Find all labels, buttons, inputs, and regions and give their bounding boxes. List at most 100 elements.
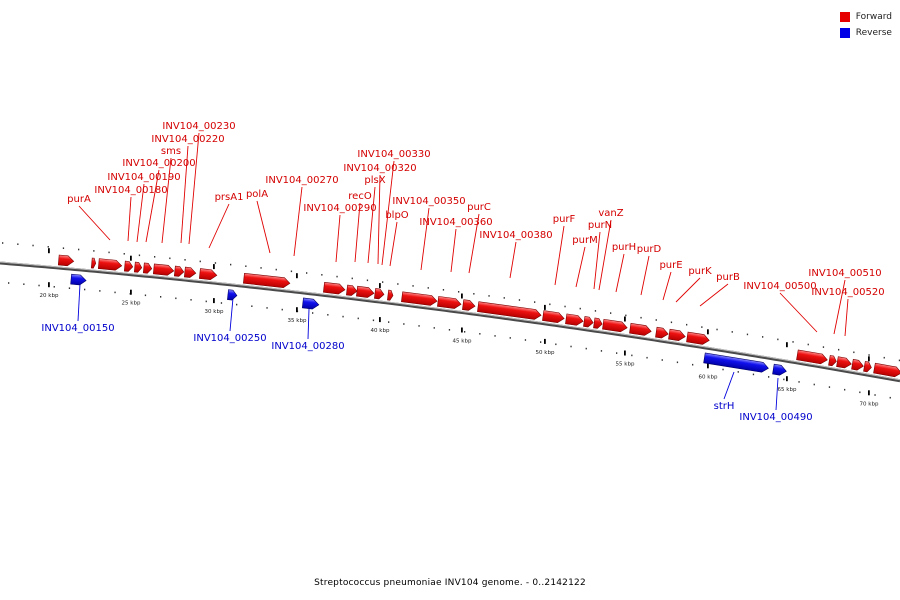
- forward-gene-label: INV104_00510: [808, 268, 881, 279]
- major-tick-lower: [461, 327, 463, 333]
- minor-tick-dot: [594, 310, 597, 312]
- major-tick-upper: [461, 293, 463, 299]
- leader-line: [354, 202, 361, 263]
- forward-gene-label: INV104_00270: [265, 175, 338, 186]
- minor-tick-dot: [403, 323, 405, 325]
- minor-tick-dot: [503, 297, 505, 299]
- reverse-gene-label: INV104_00150: [41, 323, 114, 334]
- forward-gene-arrow: [374, 288, 385, 300]
- minor-tick-dot: [701, 326, 703, 328]
- leader-line: [833, 279, 846, 335]
- leader-line: [554, 225, 565, 286]
- kbp-tick-label: 35 kbp: [288, 318, 307, 324]
- major-tick-lower: [868, 390, 870, 396]
- minor-tick-dot: [205, 300, 207, 303]
- forward-gene-label: purA: [67, 194, 91, 205]
- forward-gene-label: INV104_00230: [162, 121, 235, 132]
- minor-tick-dot: [327, 314, 329, 316]
- minor-tick-dot: [479, 333, 481, 335]
- minor-tick-dot: [281, 308, 283, 311]
- kbp-tick-label: 45 kbp: [453, 339, 472, 345]
- forward-gene-label: INV104_00380: [479, 230, 552, 241]
- minor-tick-dot: [640, 316, 642, 319]
- leader-line: [675, 277, 701, 303]
- minor-tick-dot: [798, 381, 800, 383]
- forward-gene-arrow: [90, 257, 97, 269]
- leader-line: [188, 132, 200, 245]
- leader-line: [640, 255, 650, 296]
- legend-reverse-label: Reverse: [855, 27, 892, 38]
- leader-line: [420, 207, 430, 271]
- reverse-gene-label: INV104_00490: [739, 412, 812, 423]
- reverse-gene-label: INV104_00280: [271, 341, 344, 352]
- minor-tick-dot: [47, 246, 49, 248]
- minor-tick-dot: [290, 270, 293, 273]
- minor-tick-dot: [62, 247, 65, 249]
- minor-tick-dot: [670, 321, 673, 324]
- forward-gene-label: blpO: [385, 210, 408, 221]
- leader-line: [293, 186, 303, 257]
- legend-forward-label: Forward: [855, 11, 892, 22]
- minor-tick-dot: [838, 348, 840, 351]
- minor-tick-dot: [260, 267, 262, 269]
- legend: Forward Reverse: [839, 9, 892, 41]
- minor-tick-dot: [898, 359, 900, 362]
- minor-tick-dot: [123, 253, 125, 255]
- major-tick-lower: [624, 350, 626, 356]
- legend-reverse: Reverse: [839, 25, 892, 40]
- minor-tick-dot: [549, 303, 551, 306]
- minor-tick-dot: [540, 341, 542, 343]
- kbp-tick-label: 65 kbp: [778, 387, 797, 393]
- minor-tick-dot: [266, 307, 268, 309]
- minor-tick-dot: [564, 305, 566, 308]
- minor-tick-dot: [175, 297, 177, 300]
- forward-gene-label: INV104_00520: [811, 287, 884, 298]
- forward-gene-label: purB: [716, 272, 740, 283]
- minor-tick-dot: [336, 275, 338, 278]
- leader-line: [180, 145, 189, 244]
- minor-tick-dot: [220, 302, 223, 304]
- forward-gene-arrow: [133, 261, 143, 273]
- forward-gene-label: purF: [553, 214, 576, 225]
- minor-tick-dot: [655, 319, 657, 321]
- forward-gene-arrow: [655, 326, 669, 339]
- forward-gene-label: purH: [612, 242, 636, 253]
- minor-tick-dot: [464, 331, 466, 333]
- reverse-swatch: [839, 27, 850, 38]
- major-tick-upper: [544, 304, 546, 310]
- forward-gene-label: INV104_00190: [107, 172, 180, 183]
- major-tick-lower: [213, 298, 215, 304]
- reverse-gene-label: INV104_00250: [193, 333, 266, 344]
- minor-tick-dot: [78, 248, 80, 251]
- leader-line: [509, 241, 517, 279]
- leader-line: [381, 160, 395, 266]
- forward-gene-arrow: [57, 254, 75, 267]
- forward-gene-arrow: [173, 265, 185, 277]
- forward-gene-label: purK: [688, 266, 712, 277]
- kbp-tick-label: 30 kbp: [205, 309, 224, 315]
- forward-gene-label: prsA1: [215, 192, 244, 203]
- minor-tick-dot: [433, 327, 435, 329]
- minor-tick-dot: [555, 343, 557, 346]
- forward-gene-arrow: [437, 296, 462, 309]
- leader-line: [229, 297, 234, 332]
- leader-line: [307, 308, 310, 340]
- forward-gene-label: INV104_00360: [419, 217, 492, 228]
- major-tick-upper: [296, 273, 298, 279]
- leader-line: [593, 231, 601, 290]
- minor-tick-dot: [372, 319, 375, 322]
- minor-tick-dot: [53, 286, 55, 288]
- forward-gene-arrow: [796, 349, 828, 365]
- leader-line: [367, 186, 376, 264]
- major-tick-lower: [296, 307, 298, 313]
- minor-tick-dot: [792, 341, 794, 343]
- minor-tick-dot: [518, 299, 521, 301]
- forward-gene-arrow: [183, 266, 197, 278]
- minor-tick-dot: [236, 303, 238, 306]
- minor-tick-dot: [366, 279, 369, 282]
- minor-tick-dot: [388, 321, 390, 323]
- major-tick-upper: [48, 248, 50, 254]
- minor-tick-dot: [822, 346, 825, 348]
- leader-line: [468, 213, 480, 274]
- forward-gene-label: INV104_00350: [392, 196, 465, 207]
